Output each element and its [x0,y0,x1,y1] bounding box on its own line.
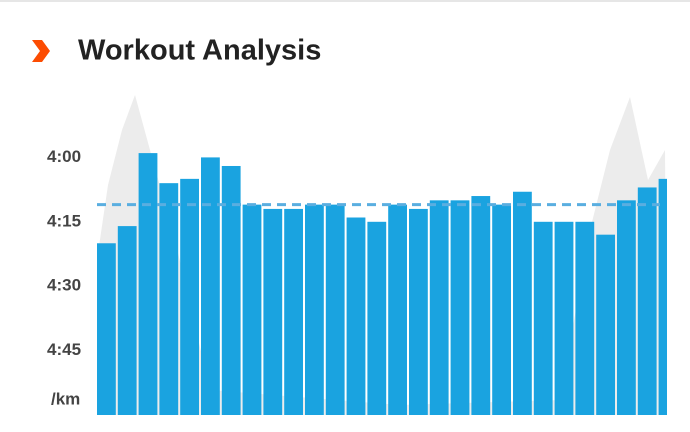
pace-bar [97,243,116,415]
pace-bar [409,208,428,415]
pace-bar [554,221,574,415]
pace-bar [263,208,283,415]
pace-bar [242,204,262,415]
pace-bar [117,226,137,415]
pace-bar [492,204,511,415]
pace-bar [637,187,657,415]
pace-bar [617,200,636,415]
pace-bar [180,178,199,415]
pace-bar [596,234,615,415]
pace-bar [138,153,158,415]
pace-bar [201,157,220,415]
pace-bar [284,208,303,415]
chevron-icon [32,40,50,62]
pace-bar [450,200,470,415]
pace-bar [221,165,241,415]
y-tick-label: 4:30 [47,276,81,295]
pace-bar [429,200,449,415]
y-tick-label: 4:45 [47,340,81,359]
pace-bar [471,196,491,415]
pace-bar [305,204,324,415]
pace-bar [325,204,345,415]
y-tick-label: 4:15 [47,211,81,230]
pace-bar [388,204,407,415]
y-unit-label: /km [51,389,80,408]
y-tick-label: 4:00 [47,147,81,166]
pace-bar [658,178,667,415]
pace-bar [367,221,387,415]
pace-bar [533,221,553,415]
pace-bar [575,221,595,415]
pace-bar [346,217,366,415]
pace-bar [159,183,179,415]
panel-title: Workout Analysis [78,35,321,67]
pace-bar [513,191,532,415]
